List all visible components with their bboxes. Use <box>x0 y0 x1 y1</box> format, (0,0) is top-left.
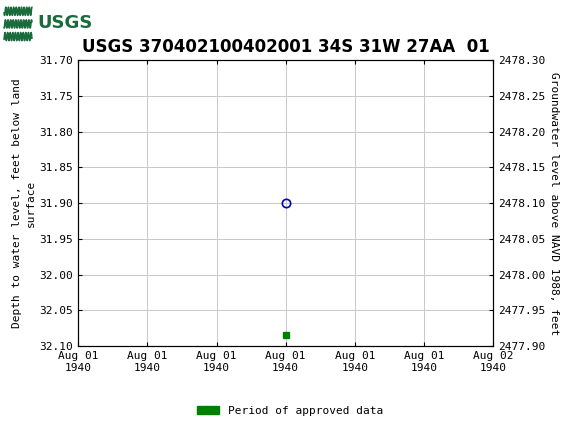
Y-axis label: Groundwater level above NAVD 1988, feet: Groundwater level above NAVD 1988, feet <box>549 71 559 335</box>
Text: USGS: USGS <box>38 14 93 31</box>
Y-axis label: Depth to water level, feet below land
surface: Depth to water level, feet below land su… <box>12 78 35 328</box>
Title: USGS 370402100402001 34S 31W 27AA  01: USGS 370402100402001 34S 31W 27AA 01 <box>82 38 490 56</box>
Legend: Period of approved data: Period of approved data <box>193 401 387 420</box>
Bar <box>3 3 70 42</box>
